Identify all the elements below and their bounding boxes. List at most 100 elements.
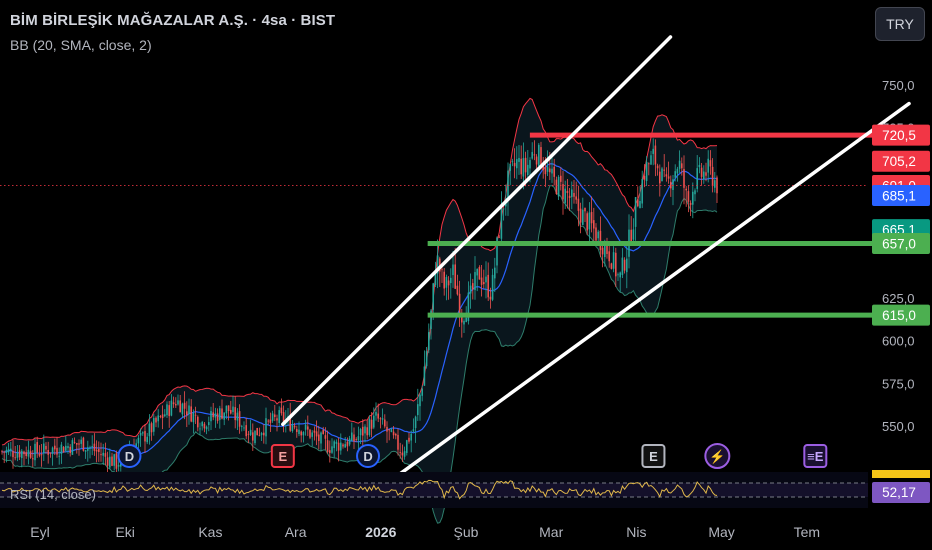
candle-body <box>337 442 340 451</box>
trendline-1 <box>396 101 911 478</box>
candle <box>172 396 175 408</box>
candle <box>225 405 228 420</box>
candle-body <box>197 416 199 428</box>
candle-body <box>278 410 280 423</box>
candle <box>452 251 454 288</box>
candle-body <box>271 413 274 421</box>
event-marker-earnings[interactable]: E <box>641 444 666 468</box>
candle <box>610 262 613 270</box>
candle-body <box>219 408 221 420</box>
candle-body <box>423 366 426 386</box>
candle-body <box>689 202 692 205</box>
candle <box>315 420 318 446</box>
candle-body <box>458 293 461 317</box>
rsi-indicator-legend[interactable]: RSI (14, close) <box>10 487 96 502</box>
candle <box>485 261 487 299</box>
time-axis-label: Tem <box>794 524 820 540</box>
currency-button[interactable]: TRY <box>875 7 925 41</box>
candle-body <box>192 413 195 423</box>
candle <box>5 446 8 463</box>
candle-body <box>12 450 14 458</box>
time-axis-label: Eyl <box>30 524 49 540</box>
candle-body <box>551 168 553 174</box>
time-axis-label: May <box>708 524 734 540</box>
candle-body <box>5 450 8 454</box>
candle-body <box>260 432 263 436</box>
candle <box>234 396 236 429</box>
candle-body <box>282 412 285 423</box>
candle-body <box>502 208 505 210</box>
candle-body <box>51 447 54 454</box>
candle-body <box>652 148 654 154</box>
candle <box>351 422 353 442</box>
candle-body <box>159 415 162 417</box>
price-axis-label: 550,0 <box>882 419 915 434</box>
candle-body <box>579 208 582 223</box>
candle <box>703 165 705 184</box>
candle <box>3 450 5 464</box>
candle-body <box>40 454 43 456</box>
event-marker-earnings[interactable]: E <box>270 444 295 468</box>
candle <box>76 442 78 454</box>
candle-body <box>379 418 382 420</box>
candle <box>216 408 219 424</box>
candle-body <box>452 264 454 276</box>
candle <box>454 247 456 290</box>
candle <box>21 448 23 468</box>
event-marker-earnings-upcoming[interactable]: ≡E <box>803 444 828 468</box>
candle <box>368 415 371 437</box>
candle <box>194 406 197 424</box>
candle <box>425 346 428 369</box>
candle <box>714 172 716 193</box>
candle-body <box>511 161 514 163</box>
candle-body <box>516 159 518 169</box>
candle-body <box>575 196 577 200</box>
candle <box>348 435 351 447</box>
candle-body <box>524 157 527 173</box>
candle <box>168 400 170 428</box>
event-marker-dividend[interactable]: D <box>356 444 381 468</box>
candle <box>659 164 661 197</box>
candle <box>681 157 683 176</box>
price-tag-box <box>872 185 930 207</box>
candle <box>293 422 296 430</box>
candle <box>91 435 93 456</box>
candle <box>82 436 85 452</box>
candle <box>54 438 56 455</box>
candle <box>223 412 225 426</box>
candle-body <box>434 273 437 286</box>
price-tag-box <box>872 150 930 172</box>
candle <box>199 422 201 435</box>
candle-body <box>76 442 78 445</box>
candle <box>232 395 234 415</box>
candle-body <box>612 252 615 269</box>
candle <box>67 442 69 454</box>
candle <box>205 425 208 435</box>
candle-body <box>687 191 690 202</box>
candle-body <box>10 448 12 451</box>
candle <box>364 424 366 443</box>
candle <box>619 271 621 293</box>
candle-body <box>194 414 197 416</box>
candle-body <box>333 441 335 449</box>
event-marker-split[interactable]: ⚡ <box>704 443 731 469</box>
candle-body <box>115 453 118 469</box>
candle <box>353 427 355 450</box>
candle <box>113 453 115 471</box>
candle <box>557 175 560 201</box>
bb-indicator-legend[interactable]: BB (20, SMA, close, 2) <box>10 37 152 53</box>
candle <box>546 150 549 176</box>
candle-body <box>214 413 217 418</box>
candle <box>170 394 173 417</box>
candle <box>566 179 569 209</box>
candle-body <box>199 428 201 430</box>
event-marker-dividend[interactable]: D <box>117 444 142 468</box>
candle-body <box>549 168 551 173</box>
candle <box>707 150 709 183</box>
candle-body <box>447 280 450 286</box>
candle-body <box>392 431 395 436</box>
candle <box>478 265 481 280</box>
candle <box>599 216 602 258</box>
candle <box>254 430 256 446</box>
